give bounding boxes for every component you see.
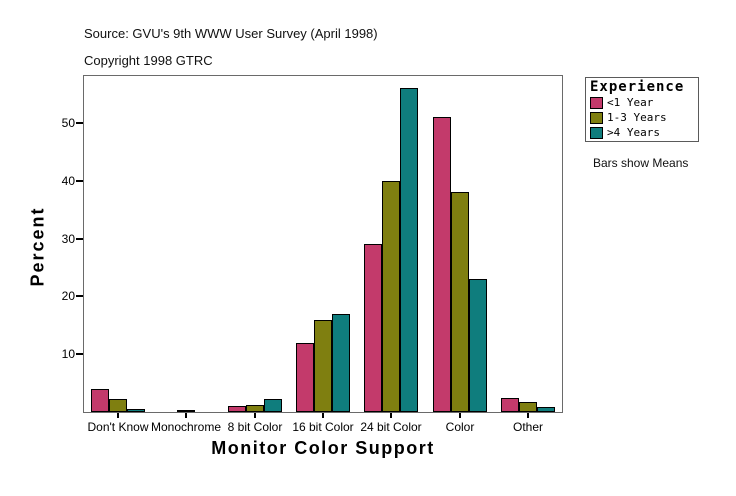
legend-swatch xyxy=(590,111,603,124)
x-tick-mark xyxy=(254,413,256,418)
bar xyxy=(501,398,519,412)
y-tick-mark xyxy=(76,238,83,240)
y-tick-mark xyxy=(76,295,83,297)
legend-title: Experience xyxy=(590,79,685,95)
legend-swatch xyxy=(590,96,603,109)
bar xyxy=(246,405,264,412)
legend-item: >4 Years xyxy=(590,125,698,140)
legend-item: <1 Year xyxy=(590,95,698,110)
bar xyxy=(109,399,127,412)
legend-item-label: >4 Years xyxy=(607,126,660,139)
legend-note: Bars show Means xyxy=(593,156,689,170)
x-tick-label: 24 bit Color xyxy=(360,420,422,434)
y-tick-label: 50 xyxy=(61,116,75,130)
x-tick-label: Don't Know xyxy=(87,420,149,434)
x-tick-mark xyxy=(117,413,119,418)
bar xyxy=(177,410,195,412)
legend-swatch xyxy=(590,126,603,139)
bar xyxy=(451,192,469,412)
x-tick-mark xyxy=(459,413,461,418)
x-tick-mark xyxy=(527,413,529,418)
bar xyxy=(314,320,332,412)
y-tick-mark xyxy=(76,353,83,355)
y-tick-mark xyxy=(76,122,83,124)
bar xyxy=(382,181,400,412)
plot-area xyxy=(84,76,562,412)
x-tick-mark xyxy=(390,413,392,418)
bar xyxy=(296,343,314,412)
x-tick-label: Monochrome xyxy=(150,420,222,434)
x-tick-mark xyxy=(185,413,187,418)
bar xyxy=(364,244,382,412)
bar xyxy=(400,88,418,412)
x-tick-label: 8 bit Color xyxy=(227,420,283,434)
bar xyxy=(537,407,555,412)
y-tick-mark xyxy=(76,180,83,182)
x-tick-label: Color xyxy=(445,420,475,434)
legend: Experience <1 Year 1-3 Years >4 Years xyxy=(585,77,699,142)
legend-item-label: 1-3 Years xyxy=(607,111,667,124)
y-tick-label: 20 xyxy=(61,289,75,303)
bar xyxy=(469,279,487,412)
y-tick-label: 10 xyxy=(61,347,75,361)
bar xyxy=(433,117,451,412)
legend-item: 1-3 Years xyxy=(590,110,698,125)
x-tick-label: 16 bit Color xyxy=(292,420,354,434)
source-text: Source: GVU's 9th WWW User Survey (April… xyxy=(84,26,378,41)
x-tick-mark xyxy=(322,413,324,418)
x-axis-title: Monitor Color Support xyxy=(211,438,435,458)
y-tick-label: 40 xyxy=(61,174,75,188)
x-tick-label: Other xyxy=(512,420,544,434)
y-tick-label: 30 xyxy=(61,232,75,246)
legend-items: <1 Year 1-3 Years >4 Years xyxy=(590,95,698,140)
copyright-text: Copyright 1998 GTRC xyxy=(84,53,213,68)
bar xyxy=(228,406,246,412)
legend-item-label: <1 Year xyxy=(607,96,654,109)
bar xyxy=(264,399,282,412)
bar xyxy=(127,409,145,412)
bar xyxy=(91,389,109,412)
bar xyxy=(519,402,537,412)
bar xyxy=(332,314,350,412)
